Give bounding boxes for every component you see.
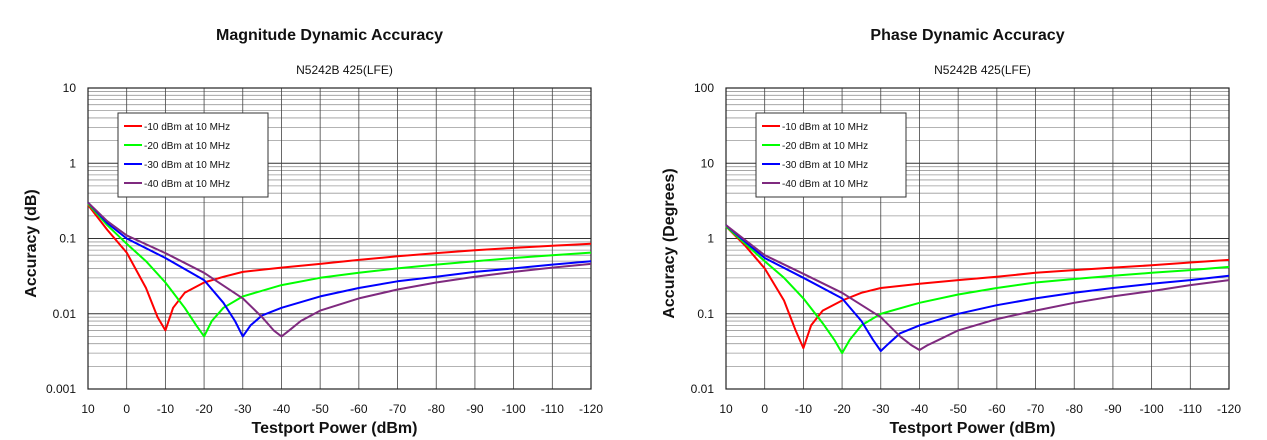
x-tick-label: -90 — [466, 402, 484, 416]
x-tick-label: -110 — [541, 402, 564, 416]
y-tick-label: 0.01 — [691, 382, 715, 396]
chart-title: Phase Dynamic Accuracy — [870, 27, 1064, 44]
chart-subtitle: N5242B 425(LFE) — [934, 63, 1031, 77]
x-tick-label: -50 — [949, 402, 967, 416]
x-tick-label: -10 — [795, 402, 813, 416]
x-axis-label: Testport Power (dBm) — [890, 420, 1056, 437]
x-tick-label: -30 — [872, 402, 890, 416]
x-tick-label: -50 — [311, 402, 329, 416]
x-tick-label: -120 — [579, 402, 603, 416]
y-axis-label: Accuracy (dB) — [23, 189, 40, 297]
legend-label: -20 dBm at 10 MHz — [144, 141, 230, 152]
legend-label: -40 dBm at 10 MHz — [144, 179, 230, 190]
legend-label: -20 dBm at 10 MHz — [782, 141, 868, 152]
magnitude-accuracy-chart: Magnitude Dynamic Accuracy N5242B 425(LFE… — [23, 27, 603, 437]
x-tick-label: -20 — [833, 402, 851, 416]
y-tick-label: 10 — [701, 156, 715, 170]
legend-label: -40 dBm at 10 MHz — [782, 179, 868, 190]
x-tick-label: -100 — [502, 402, 526, 416]
x-tick-label: -80 — [1066, 402, 1084, 416]
x-tick-label: -40 — [911, 402, 929, 416]
x-tick-label: -70 — [389, 402, 407, 416]
series-line-3 — [725, 224, 1230, 352]
legend-label: -10 dBm at 10 MHz — [144, 122, 230, 133]
y-axis-label: Accuracy (Degrees) — [661, 168, 678, 318]
legend: -10 dBm at 10 MHz -20 dBm at 10 MHz -30 dB… — [117, 112, 269, 198]
legend-label: -30 dBm at 10 MHz — [144, 160, 230, 171]
legend-box — [755, 112, 907, 198]
x-tick-label: 10 — [81, 402, 95, 416]
y-tick-label: 0.1 — [697, 307, 714, 321]
y-tick-label: 1 — [69, 156, 76, 170]
x-axis-label: Testport Power (dBm) — [252, 420, 418, 437]
x-tick-label: -110 — [1179, 402, 1202, 416]
legend: -10 dBm at 10 MHz -20 dBm at 10 MHz -30 dB… — [755, 112, 907, 198]
series-line-2 — [725, 225, 1230, 355]
legend-label: -10 dBm at 10 MHz — [782, 122, 868, 133]
x-tick-label: -120 — [1217, 402, 1241, 416]
series-line-3 — [87, 201, 592, 338]
x-tick-label: -40 — [273, 402, 291, 416]
plot-frame — [87, 87, 592, 390]
plot-frame — [725, 87, 1230, 390]
x-tick-label: -100 — [1140, 402, 1164, 416]
series-line-2 — [87, 203, 592, 338]
x-tick-label: -30 — [234, 402, 252, 416]
y-tick-label: 100 — [694, 81, 714, 95]
x-tick-label: -80 — [428, 402, 446, 416]
y-tick-label: 0.001 — [46, 382, 76, 396]
series-line-1 — [87, 204, 592, 332]
x-tick-label: 0 — [123, 402, 130, 416]
x-tick-label: -60 — [350, 402, 368, 416]
x-tick-label: 10 — [719, 402, 733, 416]
series-line-1 — [725, 225, 1230, 350]
chart-title: Magnitude Dynamic Accuracy — [216, 27, 443, 44]
legend-label: -30 dBm at 10 MHz — [782, 160, 868, 171]
x-tick-label: -60 — [988, 402, 1006, 416]
series-line-4 — [725, 224, 1230, 351]
y-tick-label: 0.01 — [53, 307, 77, 321]
x-tick-label: -10 — [157, 402, 175, 416]
y-tick-label: 1 — [707, 232, 714, 246]
x-tick-label: -20 — [195, 402, 213, 416]
legend-box — [117, 112, 269, 198]
x-tick-label: 0 — [761, 402, 768, 416]
series-line-4 — [87, 201, 592, 338]
x-tick-label: -90 — [1104, 402, 1122, 416]
y-tick-label: 10 — [63, 81, 77, 95]
chart-subtitle: N5242B 425(LFE) — [296, 63, 393, 77]
x-tick-label: -70 — [1027, 402, 1045, 416]
y-tick-label: 0.1 — [59, 232, 76, 246]
